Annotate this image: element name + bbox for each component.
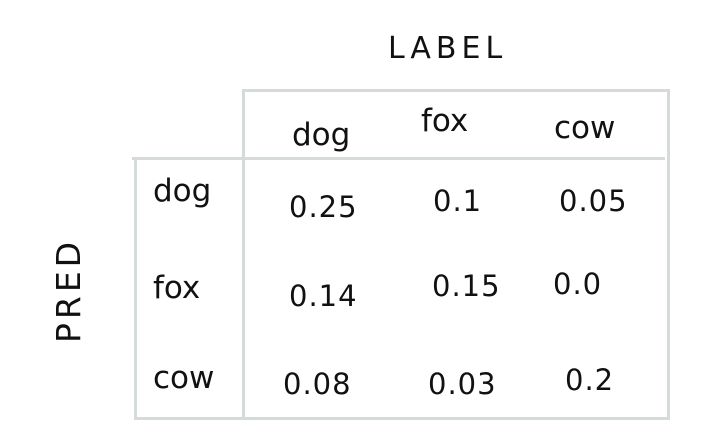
row-header-dog: dog <box>153 173 212 209</box>
y-axis-title: PRED <box>49 237 88 343</box>
matrix-cell-dog-fox: 0.1 <box>433 184 483 218</box>
grid-line-top <box>242 89 670 92</box>
matrix-cell-cow-cow: 0.2 <box>565 363 615 397</box>
x-axis-title: LABEL <box>388 31 508 66</box>
matrix-cell-fox-dog: 0.14 <box>289 279 358 313</box>
column-header-cow: cow <box>554 110 616 146</box>
matrix-cell-fox-cow: 0.0 <box>553 267 603 301</box>
grid-line-bottom <box>135 417 669 420</box>
column-header-dog: dog <box>292 117 351 153</box>
row-header-cow: cow <box>153 360 215 396</box>
matrix-cell-fox-fox: 0.15 <box>432 269 501 303</box>
row-header-fox: fox <box>153 270 201 306</box>
matrix-cell-dog-cow: 0.05 <box>559 184 628 218</box>
matrix-cell-cow-dog: 0.08 <box>283 367 352 401</box>
grid-line-header <box>132 157 665 160</box>
matrix-cell-dog-dog: 0.25 <box>289 190 358 224</box>
column-header-fox: fox <box>421 103 469 139</box>
grid-line-left <box>134 157 137 420</box>
grid-line-right <box>667 89 670 420</box>
grid-line-middle <box>242 89 245 420</box>
matrix-cell-cow-fox: 0.03 <box>428 367 497 401</box>
